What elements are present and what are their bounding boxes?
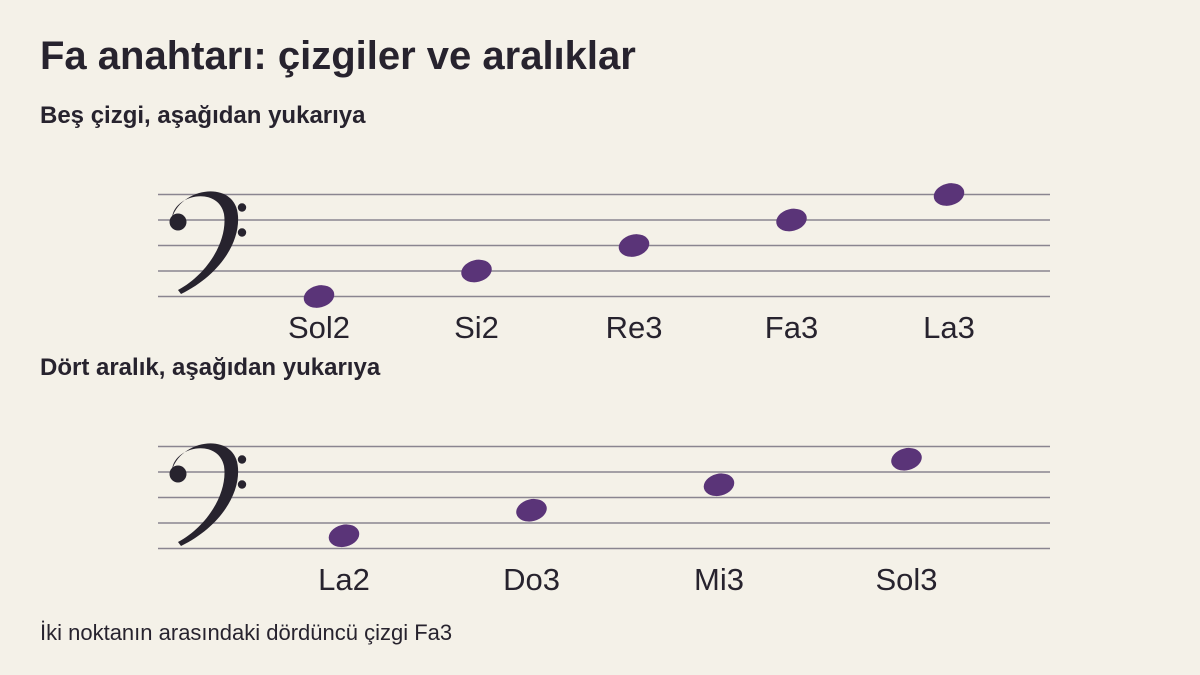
note-label: Mi3 [694,562,744,597]
note-head [891,447,922,471]
note-label: Si2 [454,310,499,345]
page-title: Fa anahtarı: çizgiler ve aralıklar [40,34,636,78]
note-label: Fa3 [765,310,818,345]
bass-clef-icon [169,191,247,294]
note-head [776,208,807,232]
note-head [618,234,650,257]
footnote: İki noktanın arasındaki dördüncü çizgi F… [40,620,453,645]
note-label: Do3 [503,562,560,597]
section-heading-spaces: Dört aralık, aşağıdan yukarıya [40,354,381,381]
note-head [933,183,965,206]
bass-clef-icon [169,443,247,546]
note-head [461,259,492,283]
note-label: Sol2 [288,310,350,345]
note-head [328,524,360,548]
note-head [703,473,735,497]
note-head [516,498,547,522]
note-label: Sol3 [875,562,937,597]
note-head [303,285,335,308]
note-label: Re3 [606,310,663,345]
note-label: La3 [923,310,975,345]
note-label: La2 [318,562,370,597]
section-heading-lines: Beş çizgi, aşağıdan yukarıya [40,102,366,129]
